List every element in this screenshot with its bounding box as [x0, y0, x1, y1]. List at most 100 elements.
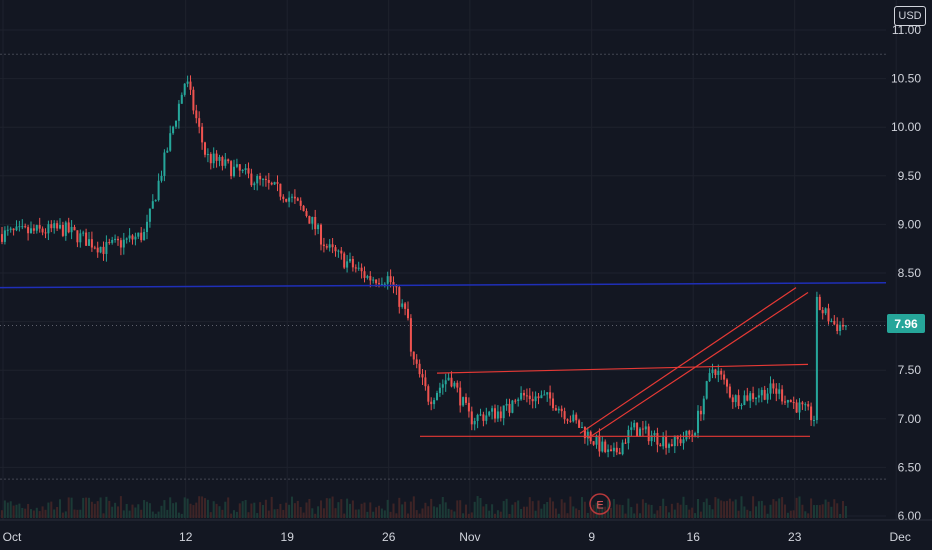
- candle-body: [456, 382, 459, 388]
- candle-body: [763, 389, 766, 400]
- candle-body: [760, 389, 763, 396]
- volume-bar: [174, 502, 178, 518]
- volume-bar: [314, 513, 317, 518]
- volume-bar: [546, 501, 549, 518]
- earnings-marker[interactable]: E: [589, 493, 611, 515]
- channel-line-upper[interactable]: [579, 287, 797, 434]
- volume-bar: [105, 496, 108, 518]
- candle-body: [647, 426, 650, 442]
- volume-bar: [261, 504, 265, 518]
- volume-bar: [308, 498, 311, 518]
- candle-body: [398, 287, 401, 307]
- candle-body: [282, 196, 285, 199]
- candle-body: [795, 402, 798, 413]
- volume-bar: [331, 496, 334, 518]
- volume-bar: [163, 500, 166, 518]
- candle-body: [325, 246, 328, 248]
- volume-bar: [215, 503, 218, 518]
- volume-bar: [679, 504, 682, 518]
- volume-bar: [844, 506, 847, 518]
- volume-bar: [447, 508, 450, 518]
- channel-line-lower[interactable]: [587, 291, 809, 439]
- volume-bar: [235, 511, 238, 518]
- volume-bar: [12, 505, 15, 518]
- volume-bar: [580, 497, 584, 518]
- candle-body: [143, 231, 146, 241]
- volume-bar: [221, 509, 224, 518]
- candle-body: [818, 296, 821, 311]
- candle-body: [699, 410, 702, 415]
- price-tick-label: 7.00: [898, 412, 922, 426]
- volume-bar: [398, 497, 401, 518]
- time-axis[interactable]: Oct 12 19 26 Nov 9 16 23 Dec: [0, 519, 932, 544]
- volume-bar: [108, 500, 111, 518]
- volume-bar: [836, 503, 839, 518]
- volume-bar: [493, 513, 497, 518]
- candle-body: [424, 377, 427, 387]
- currency-button[interactable]: USD: [894, 6, 926, 26]
- candle-body: [798, 402, 801, 413]
- volume-bar: [723, 501, 726, 518]
- candle-body: [665, 436, 668, 448]
- candle-body: [621, 442, 624, 455]
- volume-bar: [630, 507, 633, 518]
- neckline-red[interactable]: [436, 363, 809, 374]
- candle-body: [383, 283, 386, 285]
- candle-body: [0, 234, 4, 242]
- candle-body: [270, 182, 273, 185]
- candle-body: [772, 383, 775, 389]
- volume-bar: [685, 504, 688, 518]
- candle-body: [525, 395, 528, 397]
- candle-body: [598, 435, 601, 452]
- volume-bar: [203, 498, 207, 518]
- candle-body: [299, 200, 302, 206]
- candle-body: [27, 227, 30, 234]
- candle-body: [256, 176, 259, 184]
- volume-bar: [766, 513, 769, 518]
- candles: [0, 75, 847, 458]
- volume-bar: [673, 509, 676, 518]
- resistance-line-blue[interactable]: [0, 281, 887, 289]
- volume-bar: [395, 513, 398, 518]
- volume-bar: [0, 510, 4, 518]
- volume-bar: [737, 510, 740, 518]
- volume-bar: [830, 506, 833, 518]
- volume-bar: [32, 510, 35, 518]
- volume-bar: [485, 504, 488, 518]
- volume-bar: [102, 513, 105, 518]
- candle-body: [386, 276, 389, 284]
- candle-body: [679, 439, 682, 444]
- volume-bar: [288, 504, 291, 518]
- volume-bar: [459, 500, 462, 518]
- volume-bar: [61, 512, 64, 518]
- volume-bar: [180, 513, 183, 518]
- candle-body: [302, 205, 305, 212]
- candle-body: [575, 414, 578, 421]
- candle-body: [801, 402, 804, 405]
- candle-body: [209, 154, 212, 164]
- candle-body: [102, 246, 105, 254]
- trend-lines[interactable]: [0, 281, 887, 439]
- candle-body: [183, 83, 186, 95]
- volume-bar: [717, 498, 720, 518]
- candle-body: [578, 420, 581, 428]
- volume-bar: [267, 510, 270, 518]
- volume-bar: [824, 499, 827, 518]
- volume-bar: [73, 509, 76, 518]
- volume-bar: [279, 503, 282, 518]
- candle-body: [551, 398, 555, 409]
- candle-body: [85, 232, 88, 246]
- volume-bar: [517, 500, 520, 518]
- volume-bar: [143, 500, 146, 518]
- candle-body: [418, 363, 421, 375]
- candle-body: [754, 397, 758, 399]
- volume-bar: [633, 513, 636, 518]
- volume-bar: [757, 501, 760, 518]
- volume-bar: [169, 497, 172, 518]
- price-axis[interactable]: 11.00 10.50 10.00 9.50 9.00 8.50 7.50 7.00 6.50 6…: [891, 23, 921, 523]
- volume-bar: [401, 504, 404, 518]
- candle-body: [696, 410, 700, 434]
- volume-bar: [346, 498, 349, 518]
- volume-bar: [70, 497, 73, 518]
